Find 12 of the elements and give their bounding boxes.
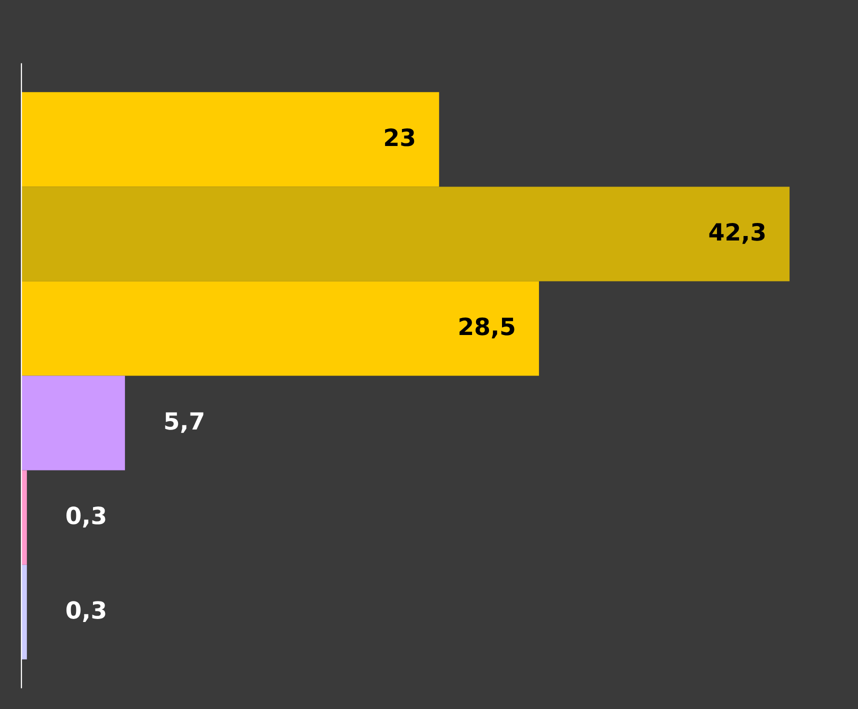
data-label: 0,3: [66, 506, 106, 528]
bar: [21, 92, 440, 187]
data-label: 5,7: [165, 412, 204, 433]
bar: [21, 564, 27, 660]
bar: [21, 281, 539, 376]
data-label: 0,3: [66, 601, 106, 622]
bar: [21, 186, 790, 282]
data-label: 28,5: [460, 317, 514, 338]
data-label: 23: [385, 128, 414, 146]
data-label: 42,3: [709, 222, 765, 244]
bar: [21, 376, 125, 470]
bar: [21, 470, 27, 565]
